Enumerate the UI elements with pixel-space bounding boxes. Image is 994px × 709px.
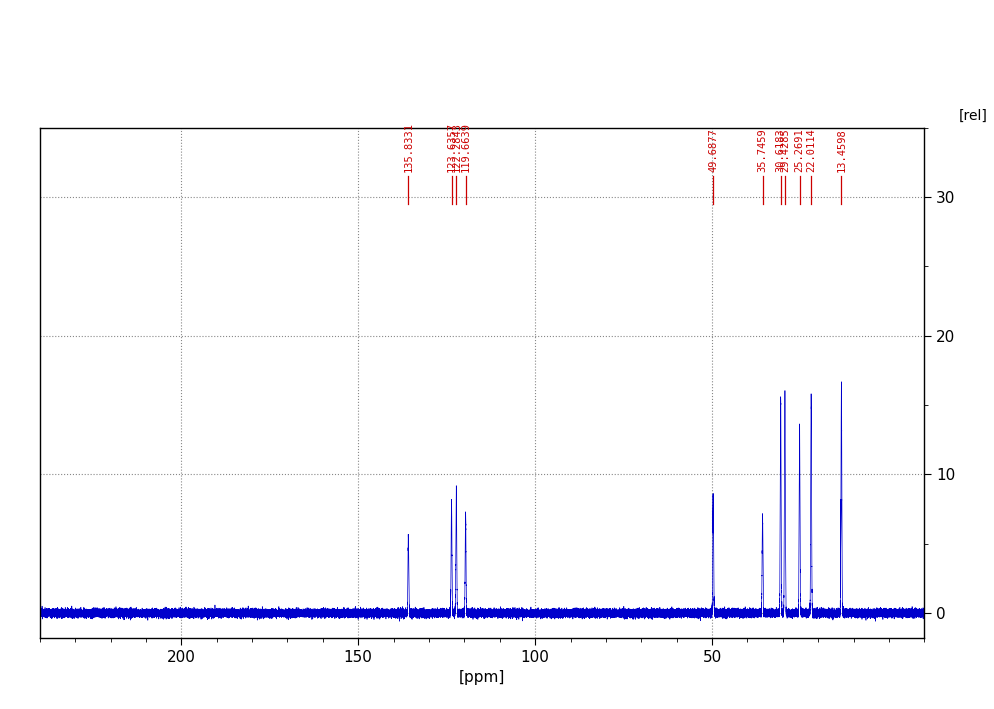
Text: 35.7459: 35.7459 [757,128,767,172]
Text: 13.4598: 13.4598 [836,128,847,172]
Text: 25.2691: 25.2691 [794,128,804,172]
Text: 123.6357: 123.6357 [446,122,456,172]
Text: 29.4285: 29.4285 [780,128,790,172]
Text: 30.6183: 30.6183 [775,128,785,172]
X-axis label: [ppm]: [ppm] [459,671,505,686]
Y-axis label: [rel]: [rel] [958,108,987,123]
Text: 122.2843: 122.2843 [451,122,461,172]
Text: 119.6639: 119.6639 [460,122,470,172]
Text: 49.6877: 49.6877 [708,128,719,172]
Text: 135.8331: 135.8331 [404,122,414,172]
Text: 22.0114: 22.0114 [806,128,816,172]
